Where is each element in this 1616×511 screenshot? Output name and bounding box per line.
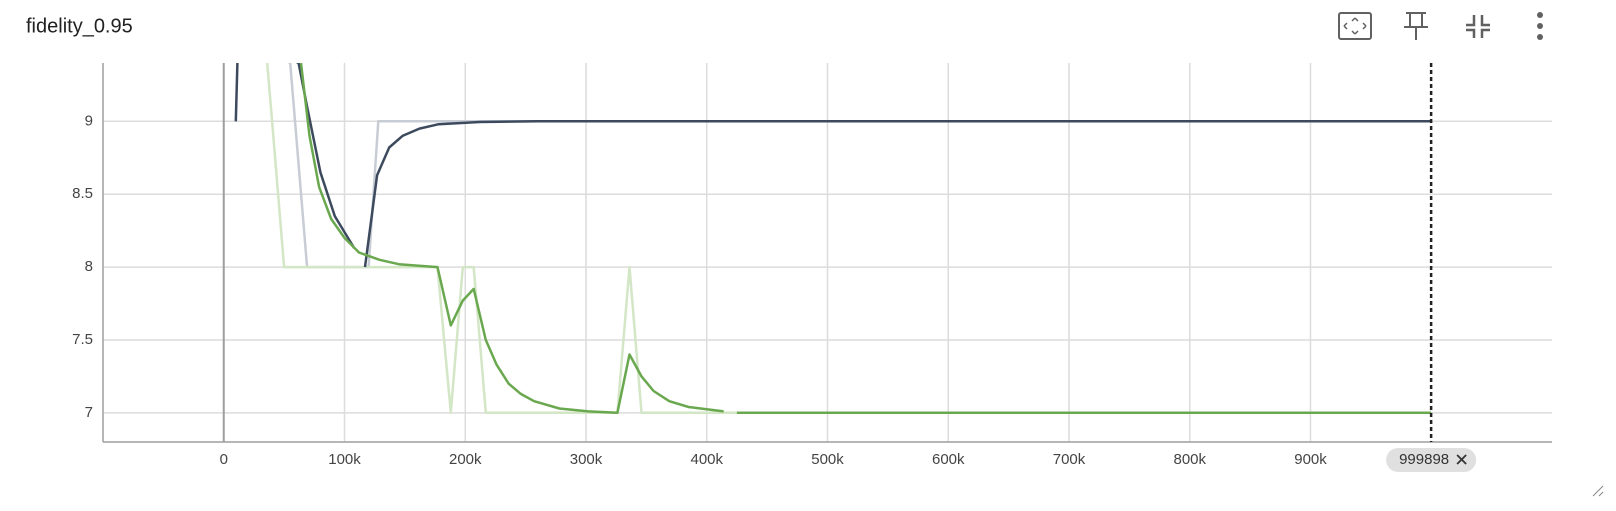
pin-button[interactable] — [1404, 12, 1428, 40]
y-tick-label: 8 — [85, 258, 93, 275]
cursor-chip[interactable]: 999898 — [1386, 448, 1477, 472]
series-line — [363, 120, 1432, 268]
x-tick-label: 300k — [570, 451, 603, 468]
x-tick-label: 900k — [1294, 451, 1327, 468]
more-menu-button[interactable] — [1537, 12, 1543, 40]
x-tick-label: 600k — [932, 451, 965, 468]
y-tick-label: 8.5 — [72, 185, 93, 202]
toolbar — [1338, 12, 1543, 40]
y-tick-label: 9 — [85, 112, 93, 129]
series-line — [287, 63, 1432, 269]
y-tick-label: 7.5 — [72, 331, 93, 348]
cursor-value: 999898 — [1399, 451, 1449, 468]
cursor-chip-bg — [1386, 448, 1477, 472]
series-line — [299, 63, 724, 415]
x-tick-label: 800k — [1173, 451, 1206, 468]
collapse-button[interactable] — [1466, 15, 1490, 38]
series-line — [234, 63, 356, 249]
fit-domain-button[interactable] — [1338, 12, 1372, 40]
x-tick-label: 500k — [811, 451, 844, 468]
chart-title: fidelity_0.95 — [26, 15, 133, 37]
resize-handle[interactable] — [1592, 485, 1604, 497]
x-tick-label: 100k — [328, 451, 361, 468]
x-tick-label: 0 — [220, 451, 228, 468]
x-tick-label: 200k — [449, 451, 482, 468]
series-line — [265, 63, 1432, 415]
cursor-close-icon — [1456, 454, 1467, 465]
y-tick-label: 7 — [85, 404, 93, 421]
x-tick-label: 700k — [1053, 451, 1086, 468]
x-tick-label: 400k — [690, 451, 723, 468]
